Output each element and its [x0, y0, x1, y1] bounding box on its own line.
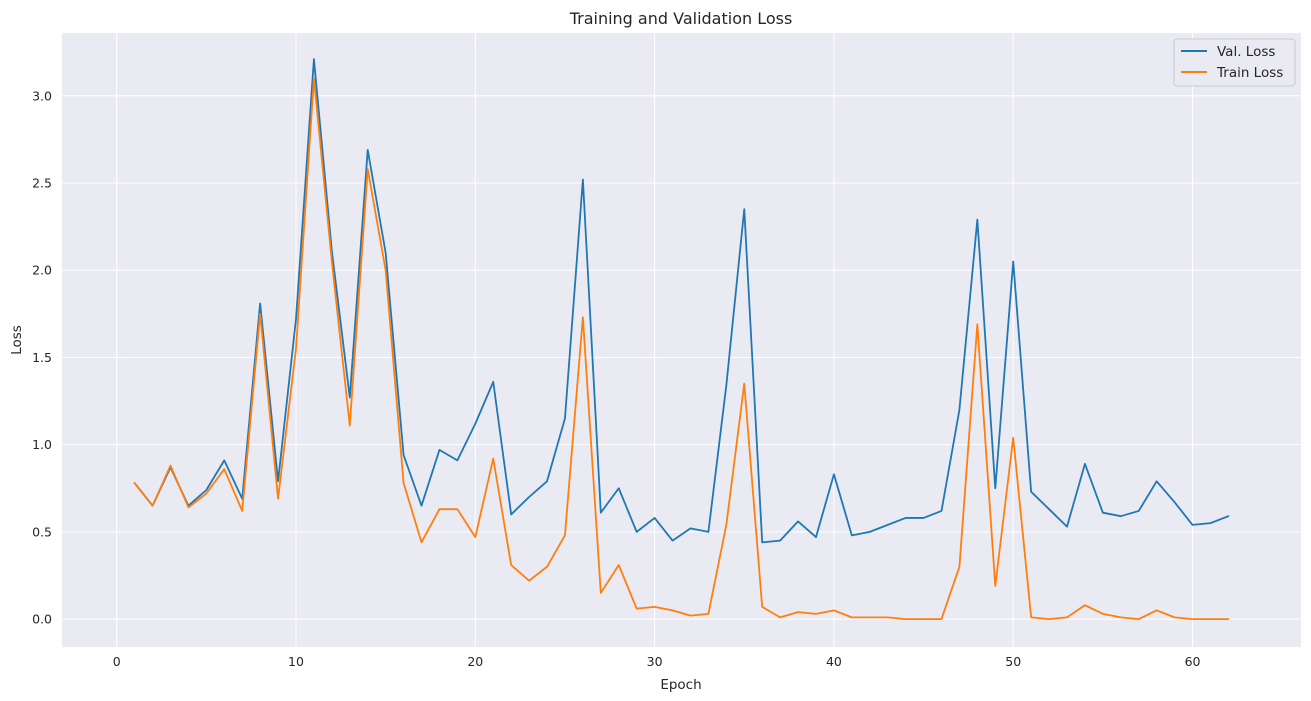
legend: Val. Loss Train Loss [1173, 38, 1296, 87]
x-tick-label: 20 [467, 654, 483, 669]
horizontal-gridlines [62, 95, 1301, 620]
y-tick-label: 0.0 [32, 612, 52, 627]
legend-label-train-loss: Train Loss [1216, 65, 1283, 81]
x-tick-label: 40 [826, 654, 842, 669]
series-lines [133, 58, 1230, 620]
legend-label-val-loss: Val. Loss [1217, 44, 1275, 60]
y-tick-label: 3.0 [32, 88, 52, 103]
x-tick-label: 30 [647, 654, 663, 669]
series-line-train-loss [133, 77, 1230, 620]
series-line-val-loss [133, 58, 1230, 544]
chart-title: Training and Validation Loss [569, 9, 793, 28]
x-axis-tick-labels: 0 10 20 30 40 50 60 [113, 654, 1201, 669]
x-tick-label: 60 [1185, 654, 1201, 669]
y-axis-label: Loss [9, 325, 25, 355]
y-tick-label: 2.5 [32, 176, 52, 191]
y-tick-label: 2.0 [32, 263, 52, 278]
y-tick-label: 1.0 [32, 437, 52, 452]
x-tick-label: 0 [113, 654, 121, 669]
y-tick-label: 1.5 [32, 350, 52, 365]
x-axis-label: Epoch [660, 677, 701, 693]
x-tick-label: 50 [1005, 654, 1021, 669]
vertical-gridlines [116, 33, 1194, 647]
y-tick-label: 0.5 [32, 524, 52, 539]
x-tick-label: 10 [288, 654, 304, 669]
plot-area [62, 33, 1301, 647]
y-axis-tick-labels: 0.0 0.5 1.0 1.5 2.0 2.5 3.0 [32, 88, 52, 626]
